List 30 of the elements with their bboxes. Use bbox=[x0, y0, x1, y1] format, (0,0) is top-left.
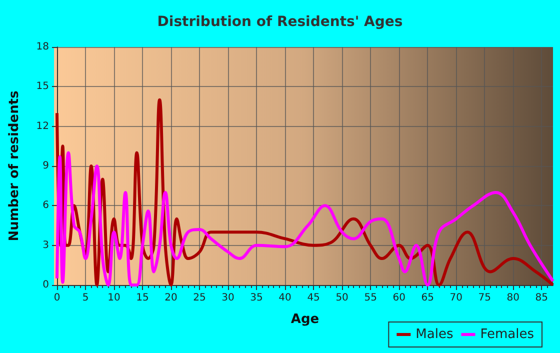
x-tick-label: 35 bbox=[250, 292, 263, 304]
y-tick-label: 18 bbox=[36, 42, 49, 52]
x-tick-label: 0 bbox=[54, 292, 60, 304]
x-tick-label: 30 bbox=[222, 292, 234, 304]
y-tick-label: 15 bbox=[36, 81, 49, 92]
x-tick-label: 45 bbox=[307, 292, 320, 304]
y-tick-label: 0 bbox=[42, 280, 49, 290]
legend-label: Males bbox=[416, 327, 454, 342]
y-axis-title: Number of residents bbox=[7, 90, 22, 242]
y-tick-label: 12 bbox=[36, 120, 49, 132]
x-tick-label: 5 bbox=[82, 292, 89, 304]
y-tick-label: 3 bbox=[42, 240, 49, 251]
x-tick-label: 25 bbox=[193, 292, 206, 304]
y-tick-label: 6 bbox=[42, 200, 49, 212]
x-tick-label: 20 bbox=[164, 292, 178, 304]
x-tick-label: 15 bbox=[136, 292, 149, 304]
x-tick-label: 65 bbox=[421, 292, 434, 304]
x-tick-label: 10 bbox=[108, 292, 120, 304]
legend-label: Females bbox=[480, 327, 534, 342]
x-axis-title: Age bbox=[290, 312, 320, 327]
x-tick-label: 60 bbox=[392, 292, 406, 304]
y-tick-label: 9 bbox=[42, 160, 49, 172]
x-tick-label: 55 bbox=[364, 292, 377, 304]
x-tick-label: 75 bbox=[478, 292, 491, 304]
chart-title: Distribution of Residents' Ages bbox=[157, 14, 403, 30]
x-tick-label: 85 bbox=[535, 292, 548, 304]
x-tick-label: 40 bbox=[278, 292, 292, 304]
x-tick-label: 70 bbox=[450, 292, 462, 304]
x-tick-label: 80 bbox=[506, 292, 520, 304]
x-tick-label: 50 bbox=[336, 292, 348, 304]
